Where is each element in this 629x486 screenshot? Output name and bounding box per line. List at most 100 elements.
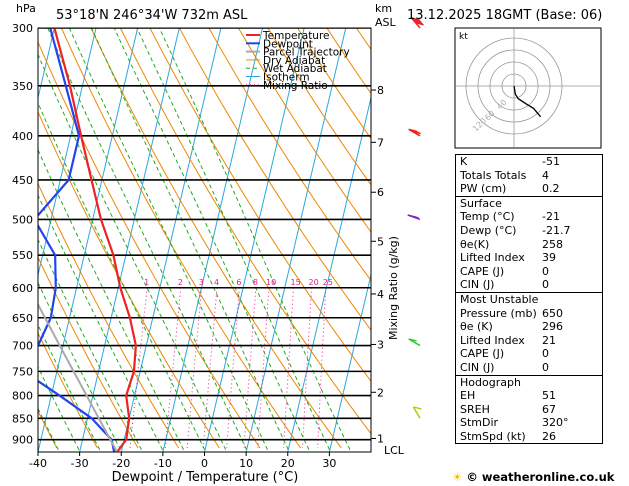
mixing-ratio-line xyxy=(226,287,240,448)
hodograph-frame xyxy=(454,27,602,149)
km-tick-label: 5 xyxy=(377,235,384,248)
mixing-ratio-line xyxy=(186,287,203,448)
most-unstable-title: Most Unstable xyxy=(460,292,539,306)
index-value: 0 xyxy=(542,347,549,361)
index-label: CAPE (J) xyxy=(460,264,505,278)
index-label: Lifted Index xyxy=(460,251,525,265)
temp-tick-label: 0 xyxy=(201,457,208,470)
pressure-tick-label: 800 xyxy=(12,390,33,403)
index-label: SREH xyxy=(460,402,490,416)
most-unstable-index-row: Pressure (mb) 650 xyxy=(456,307,602,321)
surface-index-row: CIN (J) 0 xyxy=(456,278,602,292)
wind-barb-flag xyxy=(411,17,420,21)
wind-barb-flag xyxy=(413,406,422,410)
mixing-ratio-label: 20 xyxy=(309,278,319,287)
index-label: θe(K) xyxy=(460,237,490,251)
index-label: θe (K) xyxy=(460,320,493,334)
index-value: 650 xyxy=(542,306,563,320)
basic-index-row: Totals Totals 4 xyxy=(456,169,602,183)
temp-tick-label: -30 xyxy=(71,457,89,470)
mixing-ratio-label: 3 xyxy=(199,278,204,287)
wind-barb-flag xyxy=(410,215,419,219)
km-tick-label: 2 xyxy=(377,386,384,399)
pressure-tick-label: 750 xyxy=(12,365,33,378)
temp-tick-label: -10 xyxy=(154,457,172,470)
km-tick-label: 4 xyxy=(377,288,384,301)
index-label: K xyxy=(460,155,468,168)
date-header: 13.12.2025 18GMT (Base: 06) xyxy=(407,8,602,23)
hodograph-unit: kt xyxy=(459,32,468,42)
wind-barb-flag xyxy=(415,22,424,26)
legend-entry: Dry Adiabat xyxy=(263,55,325,67)
wet-adiabat-line xyxy=(136,28,332,452)
index-label: StmSpd (kt) xyxy=(460,429,526,443)
indices-panel: K -51 Totals Totals 4 PW (cm) 0.2 Surface Temp… xyxy=(455,154,603,445)
index-value: -51 xyxy=(542,155,560,168)
surface-index-row: CAPE (J) 0 xyxy=(456,265,602,279)
index-label: StmDir xyxy=(460,416,499,430)
isotherm-line xyxy=(245,28,347,452)
km-tick-label: 3 xyxy=(377,338,384,351)
mixing-ratio-line xyxy=(257,287,270,448)
basic-index-row: K -51 xyxy=(456,155,602,169)
isotherm-line xyxy=(162,28,264,452)
legend-entry: Temperature xyxy=(262,30,330,42)
surface-title: Surface xyxy=(460,196,502,210)
pressure-tick-label: 600 xyxy=(12,282,33,295)
surface-index-row: Dewp (°C) -21.7 xyxy=(456,224,602,238)
mixing-ratio-label: 6 xyxy=(236,278,241,287)
index-value: 0 xyxy=(542,264,549,278)
pressure-tick-label: 300 xyxy=(12,22,33,35)
x-axis-title: Dewpoint / Temperature (°C) xyxy=(112,470,299,485)
hodograph-title: Hodograph xyxy=(460,375,521,389)
legend-entry: Mixing Ratio xyxy=(263,80,328,92)
dry-adiabat-line xyxy=(90,28,342,449)
wet-adiabat-line xyxy=(38,281,123,452)
isotherm-line xyxy=(328,272,371,452)
wet-adiabat-line xyxy=(38,365,81,452)
index-label: PW (cm) xyxy=(460,182,507,196)
temp-tick-label: 10 xyxy=(239,457,253,470)
wet-adiabat-line xyxy=(158,28,352,452)
legend-entry: Parcel Trajectory xyxy=(263,47,350,59)
wet-adiabat-line xyxy=(38,53,228,452)
wind-barb-flag xyxy=(412,18,421,22)
mixing-ratio-label: 2 xyxy=(178,278,183,287)
wet-adiabat-line xyxy=(113,28,311,452)
pressure-tick-label: 900 xyxy=(12,434,33,447)
wet-adiabat-line xyxy=(38,238,144,452)
pressure-tick-label: 700 xyxy=(12,340,33,353)
dry-adiabat-line xyxy=(149,28,371,383)
dry-adiabat-line xyxy=(237,28,371,233)
index-value: 0 xyxy=(542,278,549,292)
parcel-trajectory-line xyxy=(38,302,118,452)
km-tick-label: 6 xyxy=(377,186,384,199)
wet-adiabat-line xyxy=(38,194,165,452)
temperature-line xyxy=(53,28,137,452)
index-value: 258 xyxy=(542,237,563,251)
temp-tick-label: -20 xyxy=(112,457,130,470)
hpa-label: hPa xyxy=(16,2,36,15)
dry-adiabat-line xyxy=(208,28,371,282)
basic-index-row: PW (cm) 0.2 xyxy=(456,182,602,196)
dry-adiabat-line xyxy=(38,331,98,449)
index-value: 39 xyxy=(542,251,556,265)
hodograph-index-row: EH 51 xyxy=(456,389,602,403)
pressure-tick-label: 550 xyxy=(12,249,33,262)
mixing-ratio-label: 25 xyxy=(323,278,333,287)
km-label: km xyxy=(375,2,392,15)
surface-index-row: Temp (°C) -21 xyxy=(456,210,602,224)
index-value: 296 xyxy=(542,320,563,334)
isotherm-line xyxy=(120,28,222,452)
index-value: -21 xyxy=(542,210,560,224)
index-label: Pressure (mb) xyxy=(460,306,537,320)
index-label: Totals Totals xyxy=(460,168,527,182)
pressure-tick-label: 500 xyxy=(12,213,33,226)
wet-adiabat-line xyxy=(68,28,270,452)
wind-barb-flag xyxy=(408,338,417,342)
isotherm-line xyxy=(0,28,13,452)
mixing-ratio-line xyxy=(202,287,218,448)
mixing-ratio-label: 4 xyxy=(214,278,219,287)
temp-tick-label: 30 xyxy=(322,457,336,470)
index-value: 21 xyxy=(542,333,556,347)
